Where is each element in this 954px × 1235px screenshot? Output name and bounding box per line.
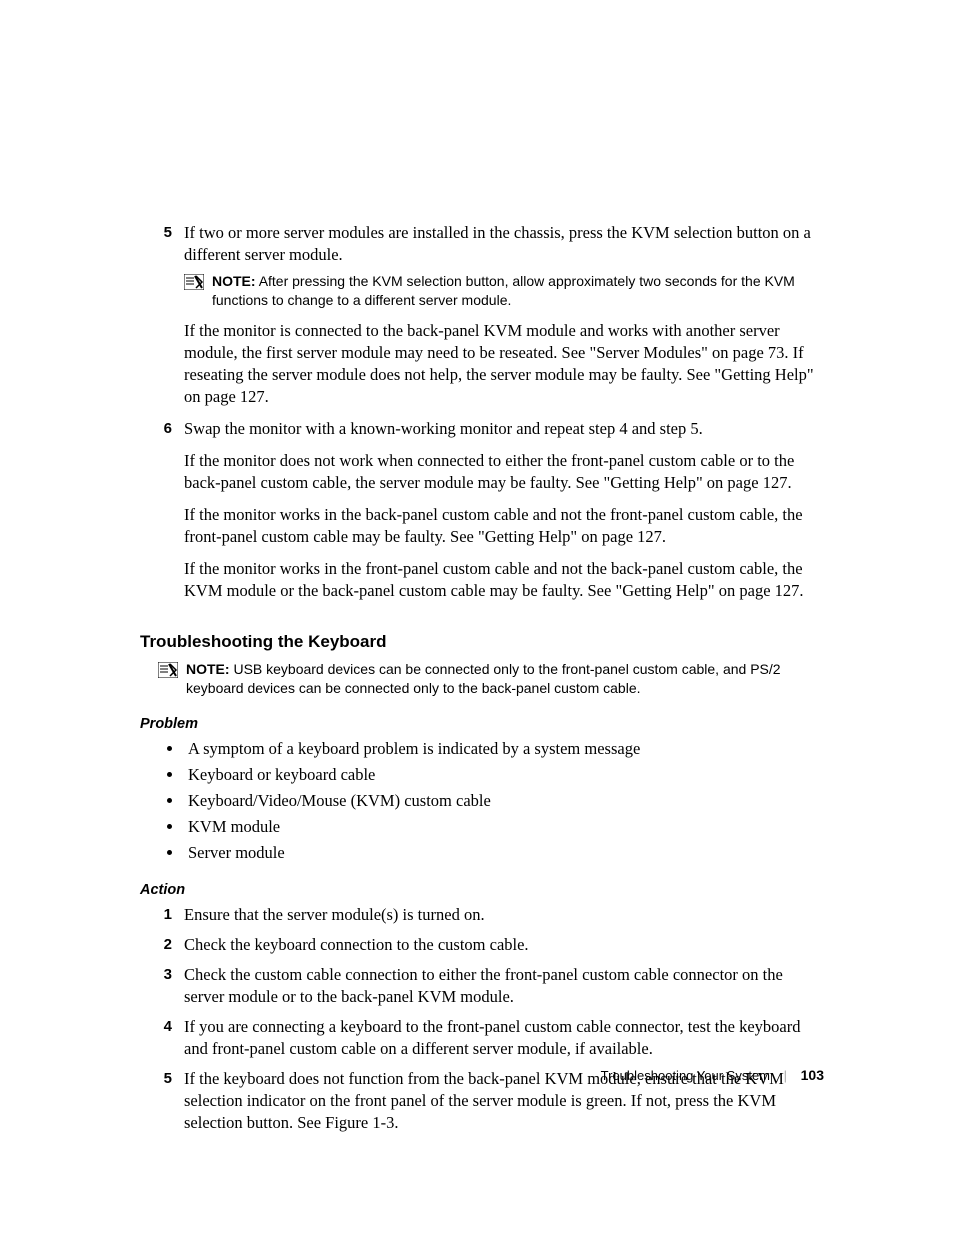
step-6: 6 Swap the monitor with a known-working …: [140, 418, 824, 440]
action-step-2: 2 Check the keyboard connection to the c…: [140, 934, 824, 956]
step-number: 3: [140, 964, 184, 1008]
action-step-1: 1 Ensure that the server module(s) is tu…: [140, 904, 824, 926]
action-step-3: 3 Check the custom cable connection to e…: [140, 964, 824, 1008]
step-5-followup-1: If the monitor is connected to the back-…: [184, 320, 824, 408]
step-number: 2: [140, 934, 184, 956]
subhead-problem: Problem: [140, 716, 824, 732]
step-text: If two or more server modules are instal…: [184, 222, 824, 266]
note-body: After pressing the KVM selection button,…: [212, 273, 795, 308]
step-6-followup-3: If the monitor works in the front-panel …: [184, 558, 824, 602]
step-6-followup-2: If the monitor works in the back-panel c…: [184, 504, 824, 548]
problem-item: Server module: [184, 842, 824, 864]
note-body: USB keyboard devices can be connected on…: [186, 661, 781, 696]
page: 5 If two or more server modules are inst…: [0, 0, 954, 1235]
note-content: NOTE: After pressing the KVM selection b…: [212, 272, 824, 310]
step-text: Swap the monitor with a known-working mo…: [184, 418, 824, 440]
problem-item: Keyboard or keyboard cable: [184, 764, 824, 786]
note-step-5: NOTE: After pressing the KVM selection b…: [184, 272, 824, 310]
step-number: 4: [140, 1016, 184, 1060]
step-6-followup-1: If the monitor does not work when connec…: [184, 450, 824, 494]
step-number: 5: [140, 222, 184, 266]
note-keyboard: NOTE: USB keyboard devices can be connec…: [158, 660, 824, 698]
step-5: 5 If two or more server modules are inst…: [140, 222, 824, 266]
heading-troubleshooting-keyboard: Troubleshooting the Keyboard: [140, 632, 824, 652]
step-number: 1: [140, 904, 184, 926]
step-text: Ensure that the server module(s) is turn…: [184, 904, 824, 926]
footer-section: Troubleshooting Your System: [601, 1068, 770, 1083]
step-text: Check the keyboard connection to the cus…: [184, 934, 824, 956]
step-text: If you are connecting a keyboard to the …: [184, 1016, 824, 1060]
footer: Troubleshooting Your System | 103: [601, 1067, 824, 1083]
note-label: NOTE:: [212, 273, 256, 289]
step-number: 6: [140, 418, 184, 440]
problem-list: A symptom of a keyboard problem is indic…: [184, 738, 824, 864]
problem-item: Keyboard/Video/Mouse (KVM) custom cable: [184, 790, 824, 812]
problem-item: A symptom of a keyboard problem is indic…: [184, 738, 824, 760]
action-list: 1 Ensure that the server module(s) is tu…: [140, 904, 824, 1134]
page-number: 103: [801, 1067, 824, 1083]
step-number: 5: [140, 1068, 184, 1134]
note-icon: [184, 274, 204, 290]
subhead-action: Action: [140, 882, 824, 898]
note-icon: [158, 662, 178, 678]
problem-item: KVM module: [184, 816, 824, 838]
note-label: NOTE:: [186, 661, 230, 677]
note-content: NOTE: USB keyboard devices can be connec…: [186, 660, 824, 698]
step-text: Check the custom cable connection to eit…: [184, 964, 824, 1008]
action-step-4: 4 If you are connecting a keyboard to th…: [140, 1016, 824, 1060]
footer-separator: |: [784, 1068, 787, 1083]
